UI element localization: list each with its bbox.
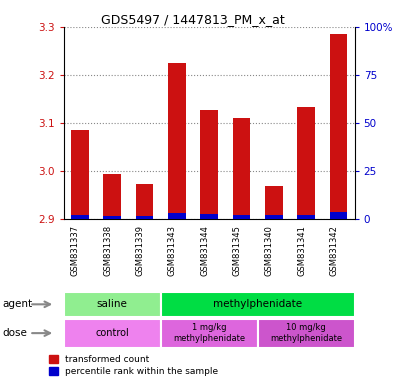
Bar <box>232 215 250 219</box>
Bar <box>329 34 346 219</box>
Bar <box>167 63 185 219</box>
Text: agent: agent <box>2 299 32 310</box>
Bar <box>71 130 88 219</box>
Bar <box>63 319 160 348</box>
Bar <box>264 186 282 219</box>
Text: control: control <box>95 328 128 338</box>
Text: methylphenidate: methylphenidate <box>213 299 301 310</box>
Bar <box>297 107 314 219</box>
Text: dose: dose <box>2 328 27 338</box>
Bar <box>135 184 153 219</box>
Legend: transformed count, percentile rank within the sample: transformed count, percentile rank withi… <box>45 352 222 379</box>
Bar <box>63 292 160 317</box>
Bar <box>167 213 185 219</box>
Bar <box>160 319 257 348</box>
Bar <box>257 319 354 348</box>
Text: saline: saline <box>97 299 127 310</box>
Bar <box>135 216 153 219</box>
Bar <box>103 174 121 219</box>
Bar <box>232 118 250 219</box>
Bar <box>200 214 218 219</box>
Text: 10 mg/kg
methylphenidate: 10 mg/kg methylphenidate <box>270 323 342 343</box>
Bar <box>264 215 282 219</box>
Bar <box>71 215 88 219</box>
Bar <box>329 212 346 219</box>
Text: 1 mg/kg
methylphenidate: 1 mg/kg methylphenidate <box>173 323 245 343</box>
Text: GDS5497 / 1447813_PM_x_at: GDS5497 / 1447813_PM_x_at <box>101 13 284 26</box>
Bar <box>200 110 218 219</box>
Bar <box>297 215 314 219</box>
Bar <box>103 216 121 219</box>
Bar <box>160 292 354 317</box>
